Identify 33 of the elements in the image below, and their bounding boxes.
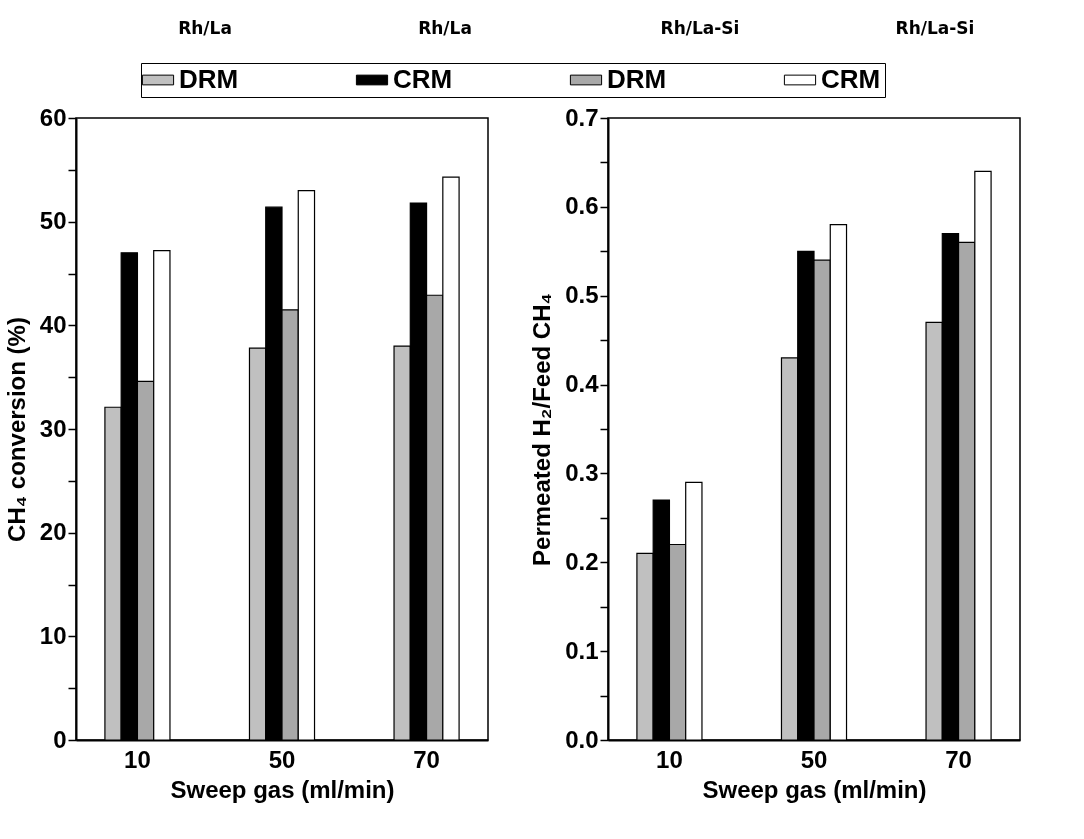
y-tick-label: 40 (39, 310, 67, 338)
y-tick-label: 0 (53, 725, 67, 753)
y-axis-title: Permeated H₂/Feed CH₄ (528, 293, 556, 566)
text: Rh/La (418, 18, 472, 38)
y-tick-label: 0.2 (565, 547, 599, 575)
y-tick-label: 10 (39, 621, 67, 649)
x-axis-title: Sweep gas (ml/min) (702, 775, 927, 803)
y-tick-label: 0.4 (565, 370, 600, 398)
y-tick-label: 0.3 (565, 458, 599, 486)
text: Rh/La (178, 18, 232, 38)
x-tick-label: 50 (268, 745, 296, 773)
text: Rh/La-Si (660, 18, 740, 38)
y-tick-label: 0.0 (565, 725, 599, 753)
x-tick-label: 10 (124, 745, 151, 773)
y-tick-label: 50 (39, 207, 67, 235)
legend-label: DRM (607, 64, 667, 94)
legend-label: CRM (393, 64, 453, 94)
y-tick-label: 0.1 (565, 636, 599, 664)
y-axis-title: CH₄ conversion (%) (2, 317, 30, 542)
x-tick-label: 10 (656, 745, 683, 773)
y-tick-label: 20 (39, 518, 67, 546)
x-tick-label: 70 (413, 745, 440, 773)
legend-label: CRM (821, 64, 881, 94)
x-tick-label: 70 (945, 745, 972, 773)
y-tick-label: 0.7 (565, 103, 599, 131)
x-tick-label: 50 (800, 745, 828, 773)
y-tick-label: 30 (39, 414, 67, 442)
text: Rh/La-Si (895, 18, 975, 38)
x-axis-title: Sweep gas (ml/min) (170, 775, 395, 803)
y-tick-label: 60 (39, 103, 67, 131)
y-tick-label: 0.5 (565, 281, 599, 309)
y-tick-label: 0.6 (565, 192, 599, 220)
legend-label: DRM (179, 64, 239, 94)
